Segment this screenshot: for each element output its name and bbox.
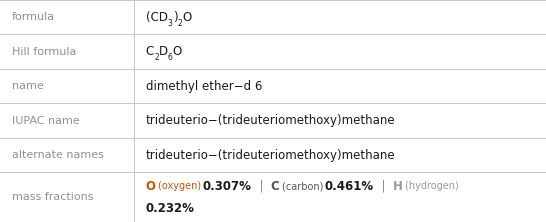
Text: 3: 3	[168, 19, 173, 28]
Text: 0.307%: 0.307%	[203, 180, 252, 193]
Text: 2: 2	[177, 19, 182, 28]
Text: D: D	[159, 45, 168, 58]
Text: |: |	[374, 180, 393, 193]
Text: 2: 2	[154, 54, 159, 62]
Text: trideuterio−(trideuteriomethoxy)methane: trideuterio−(trideuteriomethoxy)methane	[146, 149, 395, 162]
Text: name: name	[12, 81, 44, 91]
Text: C: C	[146, 45, 154, 58]
Text: (oxygen): (oxygen)	[156, 181, 203, 191]
Text: (CD: (CD	[146, 11, 168, 24]
Text: alternate names: alternate names	[12, 150, 104, 160]
Text: 0.461%: 0.461%	[325, 180, 374, 193]
Text: Hill formula: Hill formula	[12, 47, 76, 57]
Text: ): )	[173, 11, 177, 24]
Text: O: O	[146, 180, 156, 193]
Text: C: C	[271, 180, 280, 193]
Text: 0.232%: 0.232%	[146, 202, 194, 215]
Text: mass fractions: mass fractions	[12, 192, 93, 202]
Text: O: O	[182, 11, 191, 24]
Text: IUPAC name: IUPAC name	[12, 116, 80, 126]
Text: O: O	[173, 45, 182, 58]
Text: (carbon): (carbon)	[280, 181, 325, 191]
Text: dimethyl ether−d 6: dimethyl ether−d 6	[146, 80, 262, 93]
Text: (hydrogen): (hydrogen)	[403, 181, 459, 191]
Text: formula: formula	[12, 12, 55, 22]
Text: H: H	[393, 180, 403, 193]
Text: |: |	[252, 180, 271, 193]
Text: trideuterio−(trideuteriomethoxy)methane: trideuterio−(trideuteriomethoxy)methane	[146, 114, 395, 127]
Text: 6: 6	[168, 54, 173, 62]
